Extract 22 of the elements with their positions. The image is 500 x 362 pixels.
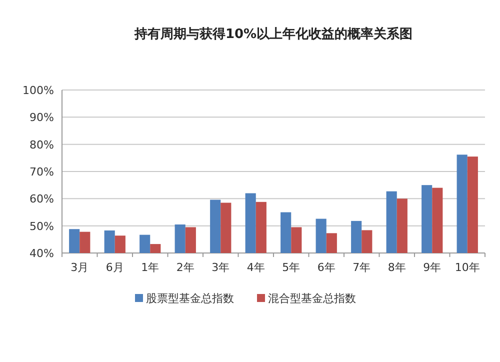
x-tick-label: 3月 [70,261,89,274]
x-tick-label: 7年 [352,261,371,274]
y-tick-label: 100% [22,84,54,97]
x-tick-label: 5年 [282,261,300,274]
x-tick-label: 2年 [176,261,194,274]
chart-title: 持有周期与获得10%以上年化收益的概率关系图 [133,26,413,42]
y-tick-label: 40% [30,247,54,260]
x-tick-label: 4年 [246,261,265,274]
x-tick-label: 8年 [388,261,406,274]
x-tick-label: 10年 [454,261,480,274]
x-tick-label: 9年 [423,261,442,274]
x-tick-label: 1年 [141,261,160,274]
x-tick-label: 6月 [106,261,124,274]
y-tick-label: 90% [30,111,54,124]
y-tick-label: 60% [30,192,54,206]
legend-label: 混合型基金总指数 [268,292,356,305]
x-tick-label: 3年 [212,261,230,274]
y-tick-label: 80% [30,138,54,152]
x-tick-label: 6年 [317,261,336,274]
y-tick-label: 50% [30,220,54,233]
legend-label: 股票型基金总指数 [146,292,234,305]
y-tick-label: 70% [30,166,54,178]
